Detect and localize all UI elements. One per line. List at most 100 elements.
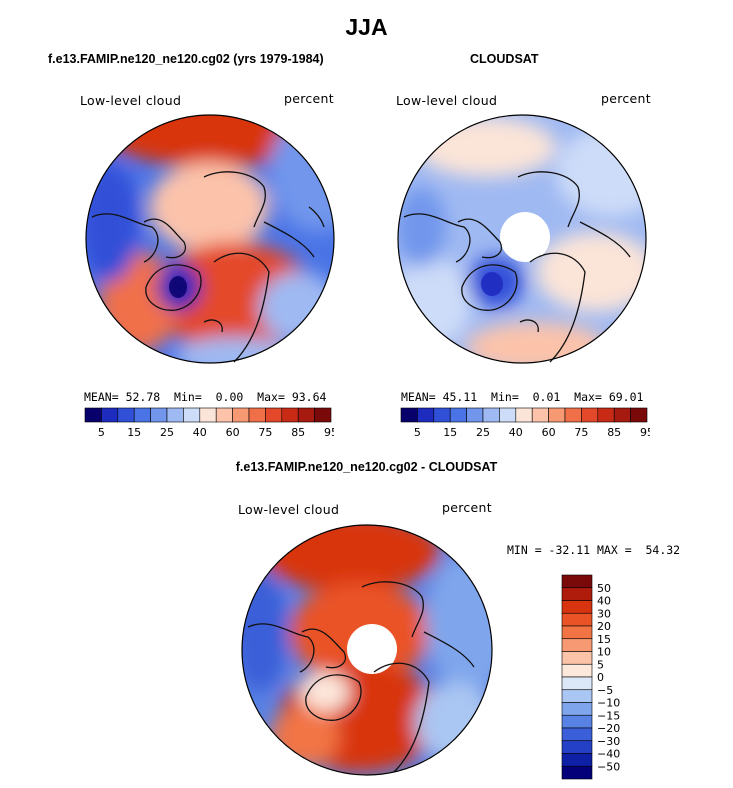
colorbar-swatch (199, 407, 217, 423)
mean-value: 52.78 (125, 390, 161, 404)
colorbar-label: 85 (607, 426, 621, 439)
colorbar-swatch (297, 407, 315, 423)
colorbar-label: 20 (597, 620, 611, 633)
colorbar-swatch (133, 407, 151, 423)
colorbar-label: −30 (597, 735, 620, 748)
colorbar-label: 25 (160, 426, 174, 439)
colorbar-swatch (561, 638, 593, 652)
colorbar-label: 60 (226, 426, 240, 439)
colorbar-model: 5 15 25 40 60 75 85 95 (84, 407, 334, 439)
colorbar-swatch (561, 702, 593, 716)
colorbar-swatch (564, 407, 582, 423)
colorbar-swatch (630, 407, 648, 423)
variable-label-difference: Low-level cloud (238, 502, 340, 517)
colorbar-label: 75 (258, 426, 272, 439)
colorbar-label: 15 (597, 633, 611, 646)
colorbar-swatch (548, 407, 566, 423)
colorbar-swatch (561, 574, 593, 589)
variable-label-cloudsat: Low-level cloud (396, 93, 498, 108)
colorbar-swatch (248, 407, 266, 423)
colorbar-label: 60 (542, 426, 556, 439)
colorbar-swatch (265, 407, 283, 423)
colorbar-swatch (232, 407, 250, 423)
mean-label: MEAN= (401, 390, 436, 404)
max-value: 93.64 (291, 390, 327, 404)
panel-title-difference: f.e13.FAMIP.ne120_ne120.cg02 - CLOUDSAT (235, 460, 498, 474)
mean-value: 45.11 (442, 390, 478, 404)
colorbar-swatch (417, 407, 435, 423)
colorbar-swatch (499, 407, 517, 423)
colorbar-swatch (561, 753, 593, 767)
colorbar-label: 5 (414, 426, 421, 439)
colorbar-label: 15 (127, 426, 141, 439)
stats-line-cloudsat: MEAN= 45.11 Min= 0.01 Max= 69.01 (401, 390, 643, 404)
colorbar-swatch (613, 407, 631, 423)
colorbar-label: −50 (597, 760, 620, 773)
colorbar-swatch (561, 587, 593, 601)
colorbar-swatch (101, 407, 119, 423)
colorbar-swatch (515, 407, 533, 423)
polar-map-cloudsat (397, 114, 647, 364)
colorbar-swatch (400, 407, 418, 423)
colorbar-label: 0 (597, 671, 604, 684)
colorbar-swatch (597, 407, 615, 423)
min-label: Min= (174, 390, 202, 404)
colorbar-swatch (433, 407, 451, 423)
polar-map-model (85, 114, 335, 364)
colorbar-label: 5 (597, 658, 604, 671)
colorbar-label: 15 (443, 426, 457, 439)
colorbar-label: 40 (597, 595, 611, 608)
panel-title-model: f.e13.FAMIP.ne120_ne120.cg02 (yrs 1979-1… (48, 52, 324, 66)
figure-title: JJA (345, 14, 388, 40)
colorbar-swatch (281, 407, 299, 423)
colorbar-label: −20 (597, 722, 620, 735)
colorbar-swatch (561, 625, 593, 640)
colorbar-swatch (561, 600, 593, 614)
colorbar-label: 40 (193, 426, 207, 439)
colorbar-label: 10 (597, 646, 611, 659)
colorbar-label: −15 (597, 709, 620, 722)
units-label-cloudsat: percent (601, 91, 651, 106)
colorbar-label: 85 (291, 426, 305, 439)
colorbar-label: 25 (476, 426, 490, 439)
colorbar-label: 75 (574, 426, 588, 439)
colorbar-swatch (84, 407, 102, 423)
colorbar-swatch (561, 689, 593, 703)
colorbar-label: 95 (324, 426, 334, 439)
min-value: 0.00 (215, 390, 244, 404)
colorbar-swatch (561, 612, 593, 627)
min-label: Min= (491, 390, 519, 404)
colorbar-cloudsat: 5 15 25 40 60 75 85 95 (400, 407, 650, 439)
max-label: Max= (574, 390, 602, 404)
colorbar-label: 50 (597, 582, 611, 595)
minmax-difference: MIN = -32.11 MAX = 54.32 (507, 543, 681, 557)
panel-title-cloudsat: CLOUDSAT (470, 52, 539, 66)
colorbar-label: −40 (597, 748, 620, 761)
colorbar-swatch (482, 407, 500, 423)
colorbar-label: 30 (597, 607, 611, 620)
colorbar-swatch (466, 407, 484, 423)
colorbar-swatch (150, 407, 168, 423)
colorbar-swatch (561, 663, 593, 678)
colorbar-label: 40 (509, 426, 523, 439)
colorbar-swatch (561, 740, 593, 754)
colorbar-swatch (581, 407, 599, 423)
colorbar-swatch (561, 714, 593, 729)
colorbar-swatch (561, 651, 593, 665)
colorbar-label: −10 (597, 697, 620, 710)
colorbar-swatch (215, 407, 233, 423)
colorbar-swatch (314, 407, 332, 423)
max-value: 69.01 (608, 390, 644, 404)
polar-map-difference (241, 524, 493, 776)
colorbar-swatch (183, 407, 201, 423)
stats-line-model: MEAN= 52.78 Min= 0.00 Max= 93.64 (84, 390, 326, 404)
max-label: Max= (257, 390, 285, 404)
colorbar-swatch (561, 727, 593, 742)
colorbar-swatch (117, 407, 135, 423)
colorbar-label: 5 (98, 426, 105, 439)
units-label-difference: percent (442, 500, 492, 515)
colorbar-swatch (166, 407, 184, 423)
units-label-model: percent (284, 91, 334, 106)
colorbar-label: 95 (640, 426, 650, 439)
mean-label: MEAN= (84, 390, 119, 404)
